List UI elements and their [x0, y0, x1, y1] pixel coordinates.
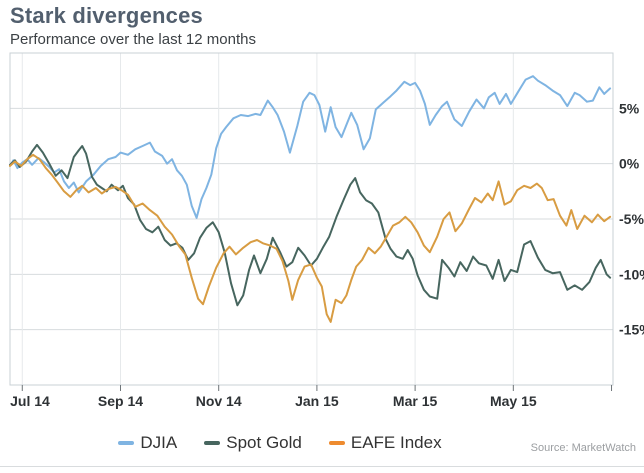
y-axis-label: -5% [619, 211, 644, 227]
x-axis-label: Sep 14 [98, 393, 143, 409]
chart-axes: 5% 0% -5% -10% -15% Jul 14 Sep 14 Nov 14 Jan 15 M… [10, 100, 644, 409]
chart-legend: DJIA Spot Gold EAFE Index [0, 433, 560, 453]
legend-label-djia: DJIA [140, 433, 178, 452]
eafe-index-line-swatch-icon [328, 441, 345, 445]
chart-series [9, 75, 612, 323]
legend-item-djia[interactable]: DJIA [118, 433, 177, 453]
y-axis-label: -15% [619, 322, 644, 338]
series-line-eafe-index [9, 153, 612, 323]
series-line-djia [9, 75, 612, 219]
spot-gold-line-swatch-icon [204, 441, 221, 445]
source-credit: Source: MarketWatch [530, 442, 636, 454]
page-subtitle: Performance over the last 12 months [10, 31, 256, 48]
djia-line-swatch-icon [118, 441, 135, 445]
y-axis-label: 5% [619, 100, 640, 116]
x-axis-label: Jan 15 [295, 393, 339, 409]
legend-item-spot-gold[interactable]: Spot Gold [204, 433, 302, 453]
y-axis-label: 0% [619, 156, 640, 172]
legend-item-eafe-index[interactable]: EAFE Index [328, 433, 442, 453]
y-axis-label: -10% [619, 266, 644, 282]
legend-label-eafe-index: EAFE Index [350, 433, 442, 452]
x-axis-label: Nov 14 [196, 393, 242, 409]
widget-bottom-divider [0, 466, 644, 467]
x-axis-label: Mar 15 [393, 393, 438, 409]
chart-grid [9, 52, 614, 386]
x-axis-label: Jul 14 [10, 393, 50, 409]
series-line-spot-gold [9, 143, 612, 307]
x-axis-label: May 15 [490, 393, 537, 409]
page-title: Stark divergences [10, 3, 203, 28]
legend-label-spot-gold: Spot Gold [226, 433, 302, 452]
